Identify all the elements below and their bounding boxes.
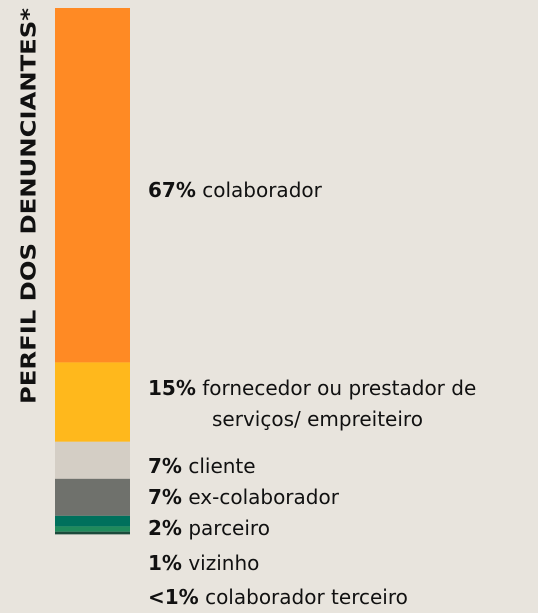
bar-segment (55, 531, 130, 535)
category-label: parceiro (188, 515, 270, 540)
value-label: 1% (148, 550, 182, 575)
segment-label: 67% colaborador (148, 175, 534, 206)
value-label: 67% (148, 177, 196, 202)
category-label: fornecedor ou prestador de serviços/ emp… (202, 375, 477, 431)
value-label: 15% (148, 375, 196, 400)
category-label: ex-colaborador (188, 484, 339, 509)
segment-label: 1% vizinho (148, 548, 534, 579)
category-label: vizinho (188, 550, 260, 575)
chart-title: PERFIL DOS DENUNCIANTES* (17, 7, 41, 404)
category-label: cliente (188, 453, 256, 478)
category-label: colaborador (202, 177, 322, 202)
segment-label: 7% ex-colaborador (148, 482, 534, 513)
value-label: 2% (148, 515, 182, 540)
segment-label: 15% fornecedor ou prestador de serviços/… (148, 373, 534, 435)
value-label: 7% (148, 453, 182, 478)
segment-label: <1% colaborador terceiro (148, 582, 534, 613)
segment-label: 7% cliente (148, 451, 534, 482)
segment-label: 2% parceiro (148, 513, 534, 544)
bar-segment (55, 478, 130, 516)
value-label: <1% (148, 584, 199, 609)
bar-segment (55, 515, 130, 527)
value-label: 7% (148, 484, 182, 509)
bar-segment (55, 526, 130, 532)
bar-segment (55, 8, 130, 363)
bar-segment (55, 441, 130, 479)
bar-segment (55, 362, 130, 442)
category-label: colaborador terceiro (205, 584, 408, 609)
